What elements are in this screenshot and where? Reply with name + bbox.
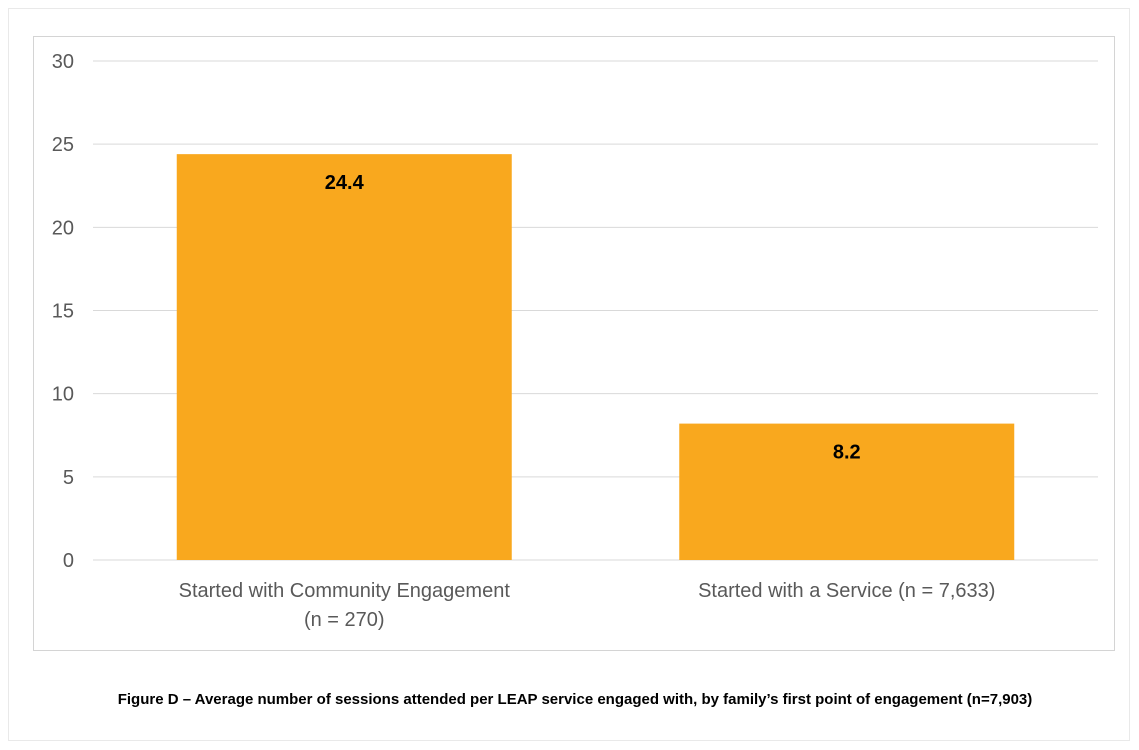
y-tick-label: 0: [63, 550, 74, 572]
y-tick-label: 30: [52, 51, 74, 73]
x-tick-label: Started with Community Engagement: [179, 580, 511, 602]
bar: [176, 154, 512, 560]
x-tick-label: (n = 270): [304, 609, 385, 631]
x-tick-label: Started with a Service (n = 7,633): [698, 580, 995, 602]
y-tick-label: 5: [63, 467, 74, 489]
y-tick-label: 10: [52, 384, 74, 406]
data-label: 24.4: [325, 172, 365, 194]
data-label: 8.2: [833, 442, 861, 464]
y-tick-label: 20: [52, 217, 74, 239]
figure-caption: Figure D – Average number of sessions at…: [117, 691, 1033, 708]
y-tick-label: 15: [52, 301, 74, 323]
y-tick-label: 25: [52, 134, 74, 156]
bar: [679, 423, 1015, 560]
page-frame: [8, 8, 1130, 741]
